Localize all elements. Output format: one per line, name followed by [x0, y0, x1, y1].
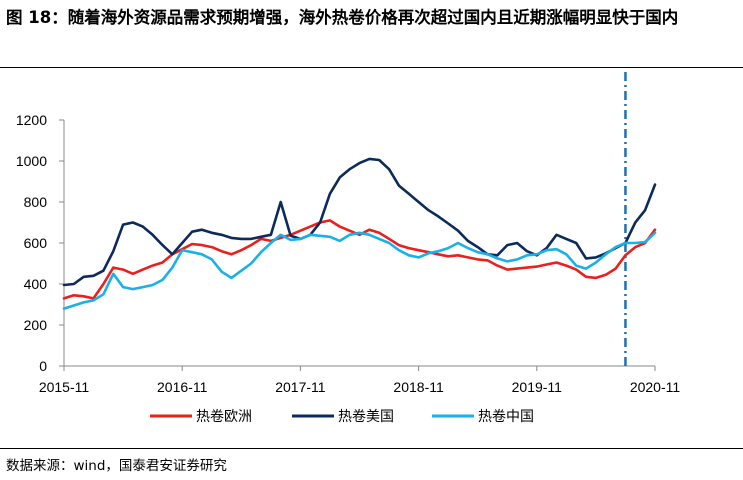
y-tick-label: 1200 — [16, 112, 47, 128]
series-lines — [62, 157, 657, 310]
y-tick-label: 0 — [39, 358, 47, 374]
x-tick-label: 2017-11 — [275, 379, 326, 395]
x-tick-label: 2018-11 — [393, 379, 444, 395]
x-tick-label: 2019-11 — [512, 379, 563, 395]
source-note: 数据来源：wind，国泰君安证券研究 — [6, 458, 227, 474]
series-line-3 — [62, 231, 657, 310]
series-line-2 — [62, 157, 657, 287]
y-axis: 0 200 400 600 800 1000 1200 — [16, 112, 65, 374]
y-tick-label: 400 — [24, 276, 48, 292]
x-tick-label: 2015-11 — [39, 379, 90, 395]
title-rule — [0, 67, 743, 68]
line-chart: 0 200 400 600 800 1000 1200 2015-11 2016-11 2017… — [16, 72, 681, 425]
y-tick-label: 200 — [24, 317, 48, 333]
y-tick-label: 800 — [24, 194, 48, 210]
x-tick-label: 2016-11 — [157, 379, 208, 395]
y-tick-label: 600 — [24, 235, 48, 251]
y-tick-label: 1000 — [16, 153, 47, 169]
legend: 热卷欧洲 热卷美国 热卷中国 — [150, 409, 534, 425]
x-axis: 2015-11 2016-11 2017-11 2018-11 2019-11 2020-… — [39, 365, 681, 395]
legend-label: 热卷美国 — [338, 409, 394, 425]
series-line-1 — [62, 219, 657, 300]
figure-title: 图 18：随着海外资源品需求预期增强，海外热卷价格再次超过国内且近期涨幅明显快于… — [6, 8, 679, 27]
legend-label: 热卷欧洲 — [196, 409, 252, 425]
x-tick-label: 2020-11 — [630, 379, 681, 395]
legend-label: 热卷中国 — [478, 409, 534, 425]
source-rule — [0, 448, 743, 449]
